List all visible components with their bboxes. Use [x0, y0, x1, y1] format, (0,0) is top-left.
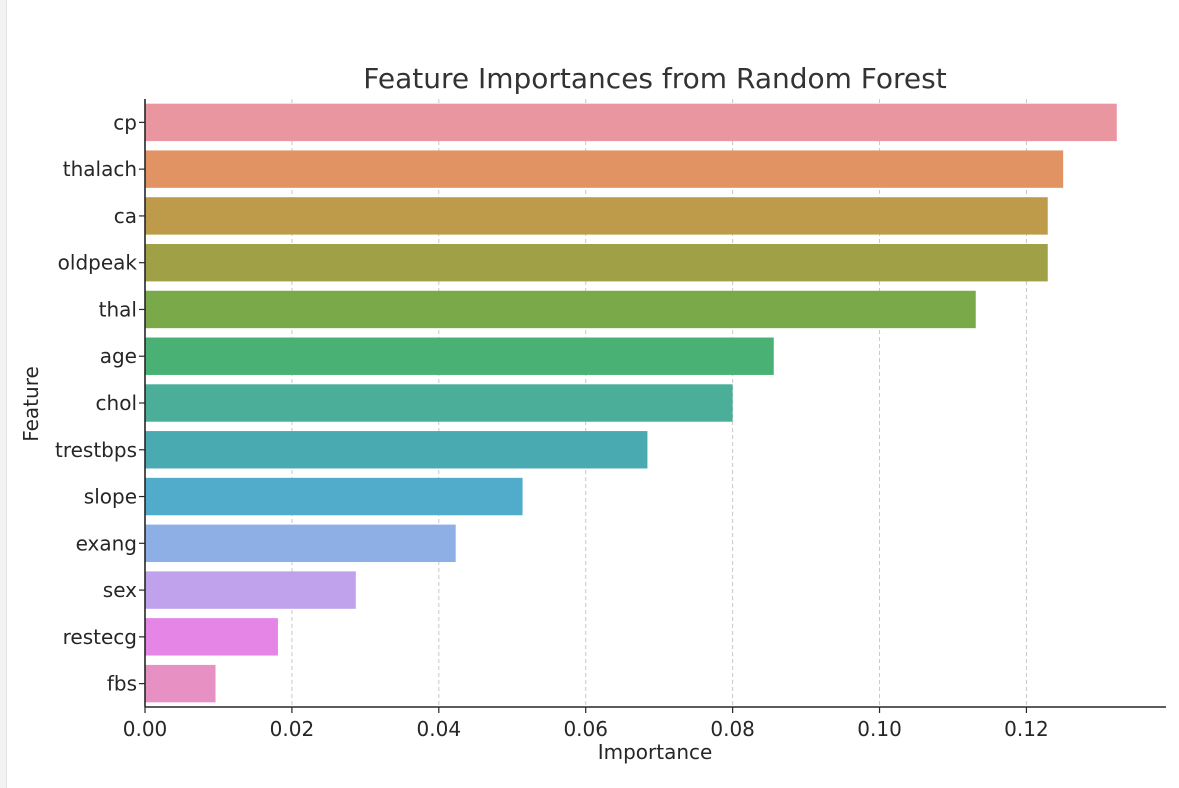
y-tick-label: sex: [103, 578, 137, 602]
tick-labels: cp thalach ca oldpeak thal age chol trestbps slo…: [55, 110, 1049, 741]
bar-fbs: [145, 664, 216, 703]
window-edge: [0, 0, 7, 788]
chart-title: Feature Importances from Random Forest: [363, 62, 946, 95]
bar-age: [145, 337, 774, 375]
x-tick-label: 0.04: [417, 717, 462, 741]
y-tick-label: cp: [113, 110, 137, 134]
bar-ca: [145, 197, 1048, 235]
x-tick-label: 0.10: [857, 717, 902, 741]
y-tick-label: exang: [76, 531, 137, 555]
x-tick-label: 0.02: [270, 717, 315, 741]
bar-thalach: [145, 150, 1064, 188]
bar-chol: [145, 384, 733, 422]
x-tick-label: 0.12: [1004, 717, 1049, 741]
y-tick-label: chol: [96, 391, 137, 415]
y-tick-label: restecg: [63, 625, 137, 649]
y-tick-label: fbs: [107, 672, 137, 696]
bar-oldpeak: [145, 243, 1048, 282]
x-axis-label: Importance: [598, 740, 713, 764]
y-tick-label: age: [100, 344, 137, 368]
y-axis-label: Feature: [19, 366, 43, 442]
y-tick-label: ca: [114, 204, 137, 228]
y-tick-label: thalach: [63, 157, 137, 181]
x-tick-label: 0.06: [563, 717, 608, 741]
bar-cp: [145, 103, 1117, 142]
bar-slope: [145, 477, 523, 516]
bar-restecg: [145, 618, 278, 656]
y-tick-label: thal: [99, 297, 137, 321]
bar-trestbps: [145, 431, 648, 469]
y-tick-label: slope: [84, 485, 137, 509]
axes: [139, 99, 1166, 713]
y-tick-label: trestbps: [55, 438, 137, 462]
bars: [145, 103, 1117, 703]
x-tick-label: 0.08: [710, 717, 755, 741]
bar-sex: [145, 571, 356, 609]
x-tick-label: 0.00: [123, 717, 168, 741]
y-tick-label: oldpeak: [58, 251, 138, 275]
bar-exang: [145, 524, 456, 563]
bar-thal: [145, 290, 976, 329]
